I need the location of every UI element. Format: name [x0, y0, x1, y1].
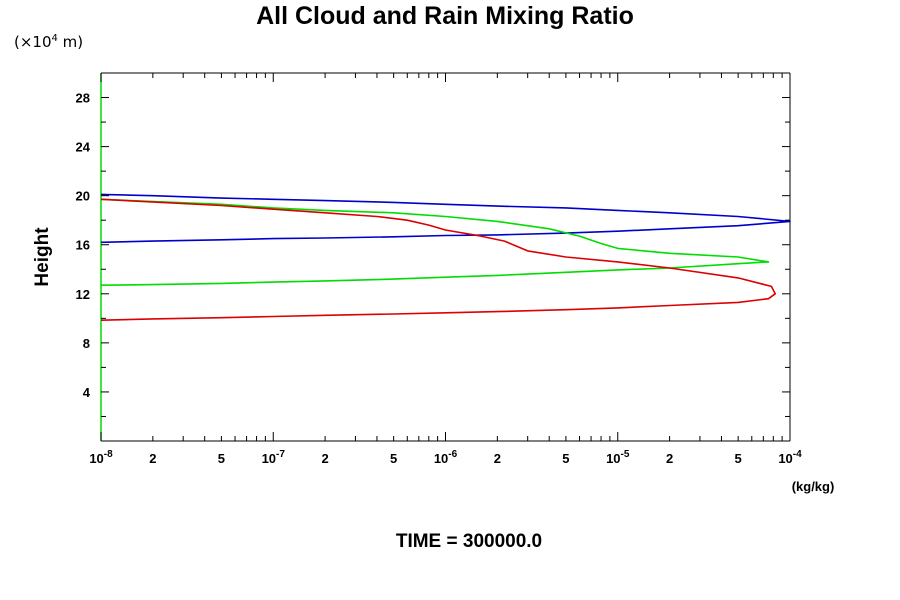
- x-tick-label: 2: [494, 451, 501, 466]
- time-label: TIME = 300000.0: [395, 531, 543, 552]
- y-axis-title: Height: [32, 227, 53, 287]
- x-tick-label: 2: [666, 451, 673, 466]
- series-group: [100, 193, 791, 321]
- x-tick-label: 5: [218, 451, 225, 466]
- unit-prefix: (×10: [14, 33, 52, 51]
- y-tick-label: 8: [83, 336, 90, 351]
- series-line-2: [100, 198, 770, 286]
- x-axis-title: (kg/kg): [792, 479, 835, 494]
- x-tick-label: 5: [735, 451, 742, 466]
- y-tick-label: 16: [76, 238, 90, 253]
- y-tick-label: 4: [83, 385, 91, 400]
- x-tick-label: 10-8: [89, 449, 113, 466]
- x-tick-label: 10-7: [262, 449, 286, 466]
- ticks-group: 10-8 2 5 10-7 2 5 10-6 2 5 10-5 2 5 10-4 4 8 12 16 20 24 28: [76, 72, 802, 466]
- unit-suffix: m): [57, 33, 84, 51]
- x-tick-label: 10-5: [606, 449, 630, 466]
- unit-exponent: 4: [51, 33, 58, 44]
- y-tick-label: 28: [76, 91, 90, 106]
- plot-frame: [100, 72, 791, 442]
- series-line-1: [100, 193, 791, 244]
- x-tick-label: 10-4: [778, 449, 802, 466]
- x-tick-label: 5: [562, 451, 569, 466]
- y-axis-unit-label: (×104 m): [14, 33, 83, 51]
- y-tick-label: 20: [76, 189, 90, 204]
- y-tick-label: 24: [76, 140, 91, 155]
- chart-title: All Cloud and Rain Mixing Ratio: [256, 2, 634, 30]
- y-tick-label: 12: [76, 287, 90, 302]
- x-tick-label: 10-6: [434, 449, 458, 466]
- series-line-3: [100, 198, 776, 321]
- x-tick-label: 2: [149, 451, 156, 466]
- x-tick-label: 5: [390, 451, 397, 466]
- x-tick-label: 2: [321, 451, 328, 466]
